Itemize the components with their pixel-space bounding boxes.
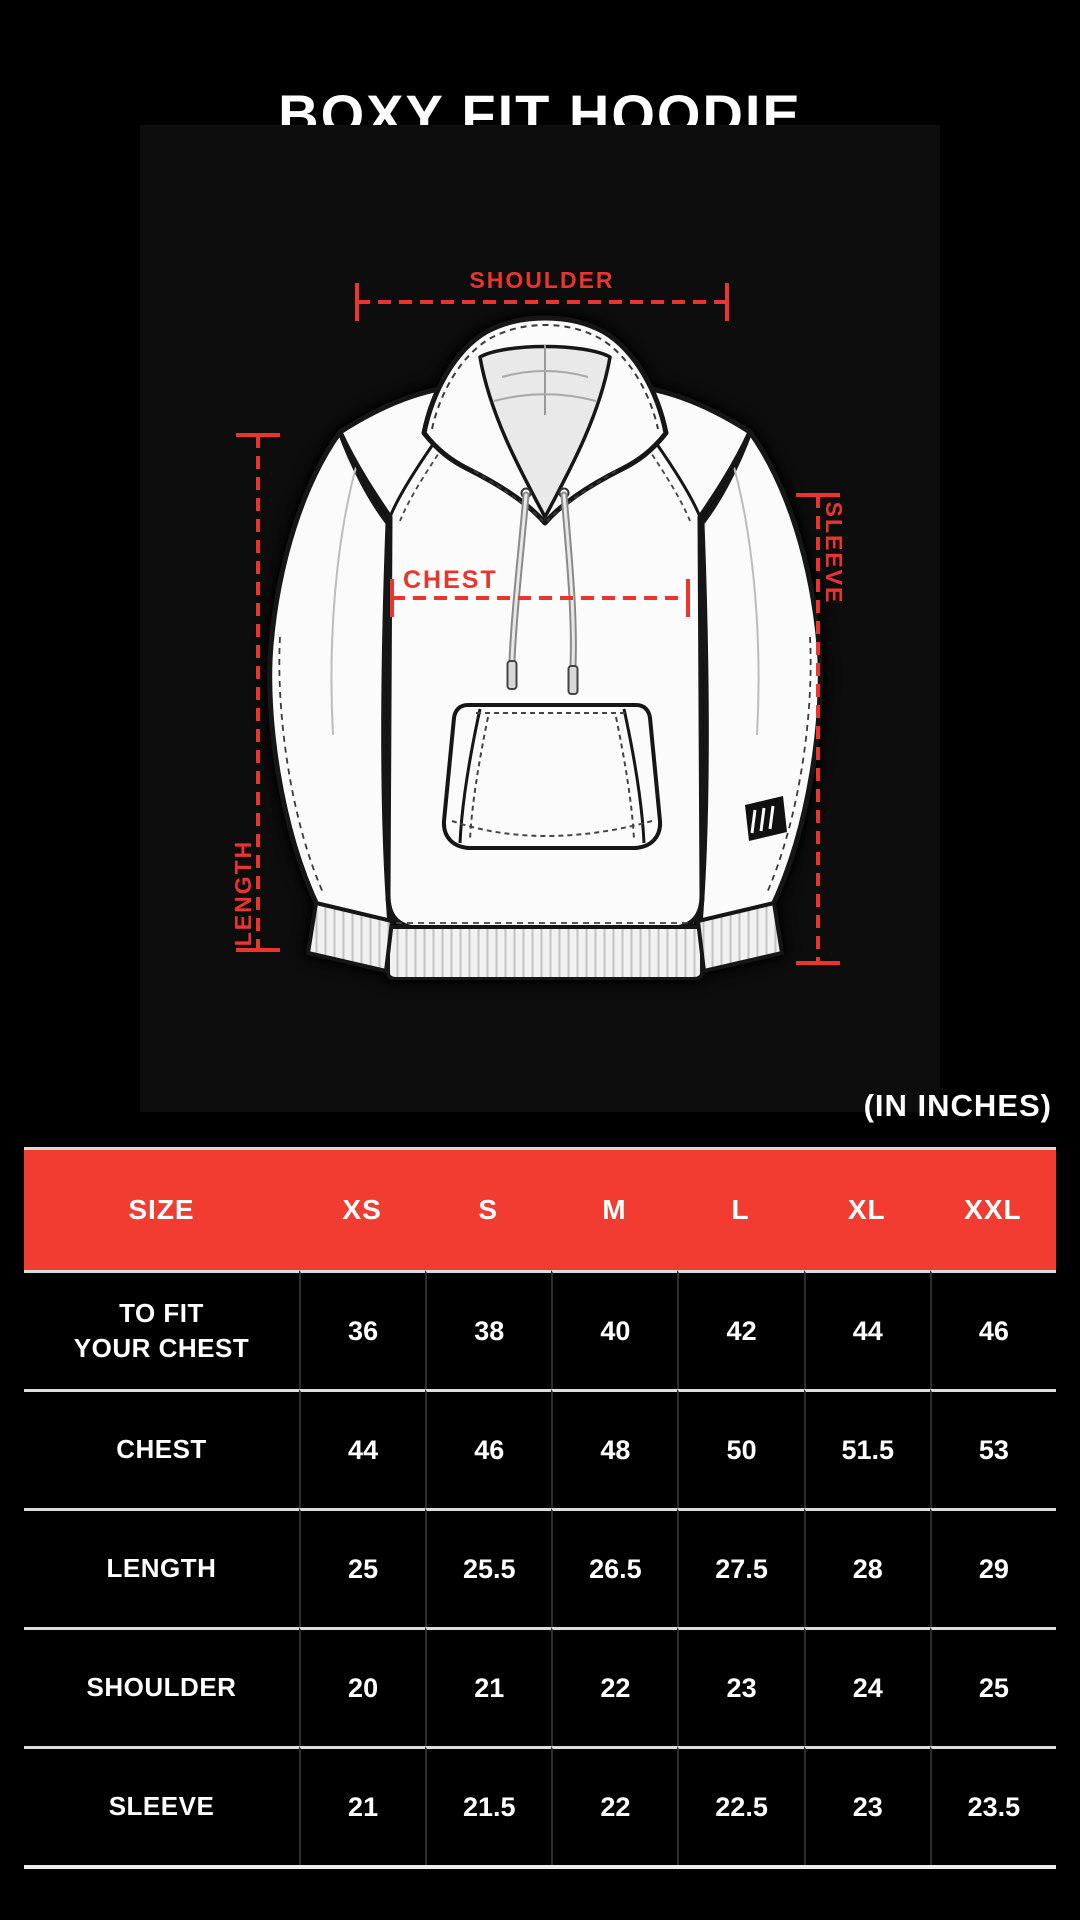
shoulder-measure-cap-right (725, 283, 729, 321)
table-cell: 23 (677, 1627, 804, 1746)
header-xs: XS (299, 1150, 426, 1270)
table-cell: 44 (299, 1389, 426, 1508)
hoodie-drawstrings (506, 487, 579, 695)
hoodie-illustration (267, 315, 823, 980)
table-cell: 36 (299, 1270, 426, 1389)
table-cell: 27.5 (677, 1508, 804, 1627)
length-measure-line (256, 435, 260, 950)
sleeve-measure-cap-top (796, 493, 840, 497)
header-size: SIZE (24, 1150, 299, 1270)
table-cell: 21 (425, 1627, 552, 1746)
table-cell: 22.5 (677, 1746, 804, 1865)
size-chart-table: SIZE XS S M L XL XXL TO FIT YOUR CHEST 3… (24, 1147, 1056, 1869)
shoulder-measure-line (357, 300, 727, 304)
header-l: L (677, 1150, 804, 1270)
header-s: S (425, 1150, 552, 1270)
table-cell: 48 (551, 1389, 678, 1508)
hoodie-diagram-panel: SHOULDER CHEST LENGTH SLEEVE (140, 125, 940, 1112)
hoodie-pocket (441, 703, 663, 850)
table-cell: 22 (551, 1627, 678, 1746)
chest-measure-cap-right (686, 579, 690, 617)
row-label-shoulder: SHOULDER (24, 1627, 299, 1746)
table-cell: 42 (677, 1270, 804, 1389)
hoodie-hem-ribbing (386, 925, 704, 980)
row-label-length: LENGTH (24, 1508, 299, 1627)
table-cell: 21.5 (425, 1746, 552, 1865)
table-cell: 21 (299, 1746, 426, 1865)
table-cell: 25 (299, 1508, 426, 1627)
table-cell: 38 (425, 1270, 552, 1389)
row-label-to-fit-chest: TO FIT YOUR CHEST (24, 1270, 299, 1389)
table-cell: 23 (803, 1746, 930, 1865)
table-cell: 22 (551, 1746, 678, 1865)
table-cell: 46 (425, 1389, 552, 1508)
header-xl: XL (803, 1150, 930, 1270)
table-cell: 25.5 (425, 1508, 552, 1627)
sleeve-measure-label: SLEEVE (821, 501, 847, 605)
length-measure-label: LENGTH (230, 839, 256, 947)
table-cell: 51.5 (803, 1389, 930, 1508)
header-xxl: XXL (929, 1150, 1056, 1270)
hoodie-hood (421, 315, 669, 526)
table-cell: 50 (677, 1389, 804, 1508)
table-cell: 25 (929, 1627, 1056, 1746)
table-cell: 53 (929, 1389, 1056, 1508)
chest-measure-label: CHEST (403, 566, 498, 594)
chest-measure-line (392, 596, 688, 600)
hoodie-cuffs (305, 900, 785, 974)
row-label-sleeve: SLEEVE (24, 1746, 299, 1865)
table-cell: 26.5 (551, 1508, 678, 1627)
table-cell: 44 (803, 1270, 930, 1389)
sleeve-logo-patch (745, 796, 787, 841)
length-measure-cap-bottom (236, 948, 280, 952)
sleeve-measure-cap-bottom (796, 961, 840, 965)
shoulder-measure-label: SHOULDER (469, 267, 615, 293)
row-label-chest: CHEST (24, 1389, 299, 1508)
sleeve-measure-line (816, 495, 820, 963)
shoulder-measure-cap-left (355, 283, 359, 321)
table-cell: 40 (551, 1270, 678, 1389)
header-m: M (551, 1150, 678, 1270)
table-cell: 46 (929, 1270, 1056, 1389)
chest-measure-cap-left (390, 579, 394, 617)
table-cell: 28 (803, 1508, 930, 1627)
length-measure-cap-top (236, 433, 280, 437)
table-cell: 20 (299, 1627, 426, 1746)
table-cell: 29 (929, 1508, 1056, 1627)
table-cell: 24 (803, 1627, 930, 1746)
table-cell: 23.5 (929, 1746, 1056, 1865)
units-caption: (IN INCHES) (863, 1088, 1052, 1123)
